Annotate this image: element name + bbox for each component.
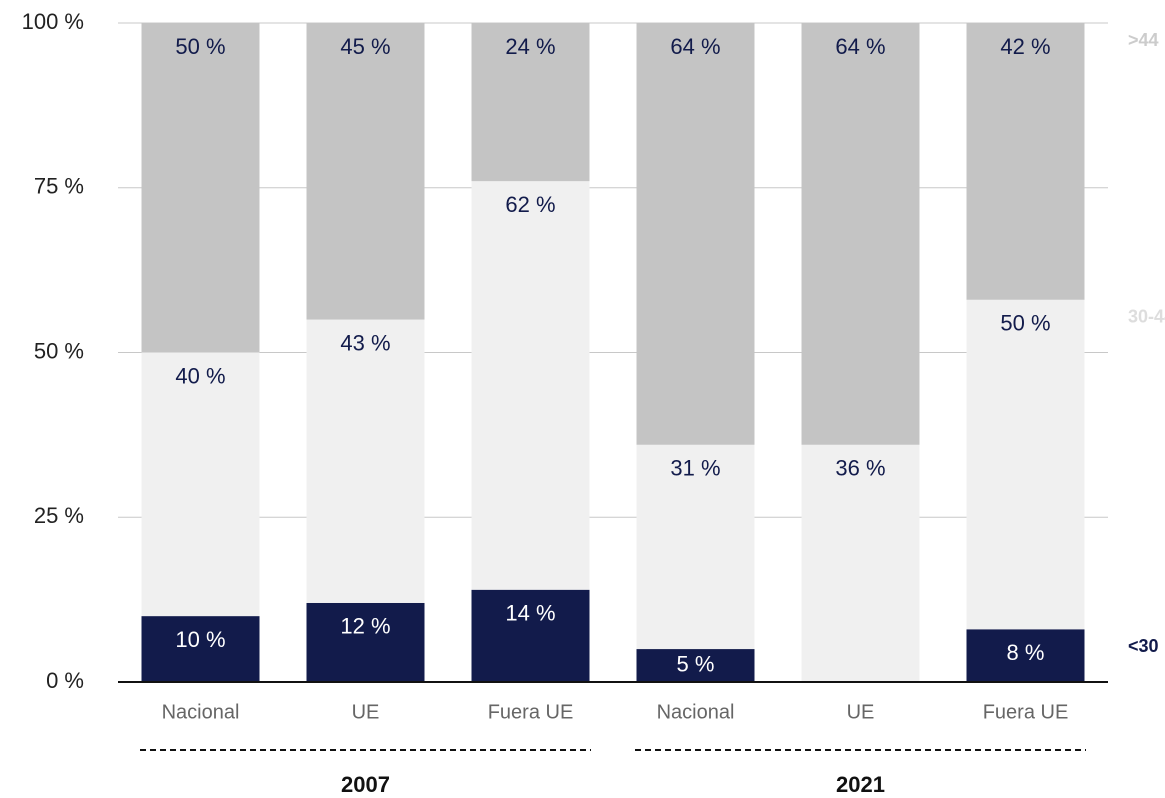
bar-segment bbox=[306, 602, 425, 682]
value-label: 12 % bbox=[340, 614, 390, 639]
bar-segment bbox=[306, 23, 425, 320]
bar-segment bbox=[471, 589, 590, 682]
bar-segment bbox=[966, 23, 1085, 300]
value-label: 36 % bbox=[835, 456, 885, 481]
bar-segment bbox=[966, 299, 1085, 630]
x-tick-label: UE bbox=[352, 701, 380, 723]
value-label: 14 % bbox=[505, 601, 555, 626]
y-tick-label: 100 % bbox=[22, 9, 84, 34]
value-label: 43 % bbox=[340, 330, 390, 355]
bar-segment bbox=[471, 181, 590, 590]
value-label: 50 % bbox=[175, 34, 225, 59]
bar-segment bbox=[141, 616, 260, 682]
x-tick-label: Fuera UE bbox=[488, 701, 574, 723]
value-label: 62 % bbox=[505, 192, 555, 217]
group-label: 2021 bbox=[836, 772, 885, 797]
group-label: 2007 bbox=[341, 772, 390, 797]
x-tick-label: UE bbox=[847, 701, 875, 723]
legend-label: >44 bbox=[1128, 30, 1159, 50]
bar-segment bbox=[801, 23, 920, 445]
bar-segment bbox=[966, 629, 1085, 682]
legend-label: <30 bbox=[1128, 636, 1159, 656]
bar-segment bbox=[636, 649, 755, 682]
value-label: 50 % bbox=[1000, 311, 1050, 336]
bar-segment bbox=[636, 23, 755, 445]
value-label: 42 % bbox=[1000, 34, 1050, 59]
bar-segment bbox=[306, 319, 425, 603]
bar-segment bbox=[141, 23, 260, 353]
legend-label: 30-44 bbox=[1128, 307, 1165, 327]
y-tick-label: 0 % bbox=[46, 668, 84, 693]
value-label: 45 % bbox=[340, 34, 390, 59]
bar-segment bbox=[636, 444, 755, 650]
bar-segment bbox=[471, 23, 590, 182]
value-label: 24 % bbox=[505, 34, 555, 59]
value-label: 31 % bbox=[670, 456, 720, 481]
value-label: 10 % bbox=[175, 627, 225, 652]
x-tick-label: Fuera UE bbox=[983, 701, 1069, 723]
x-tick-label: Nacional bbox=[162, 701, 240, 723]
value-label: 64 % bbox=[835, 34, 885, 59]
y-tick-label: 75 % bbox=[34, 174, 84, 199]
value-label: 5 % bbox=[677, 651, 715, 676]
bar-segment bbox=[801, 444, 920, 682]
value-label: 40 % bbox=[175, 363, 225, 388]
value-label: 8 % bbox=[1007, 640, 1045, 665]
x-tick-label: Nacional bbox=[657, 701, 735, 723]
y-tick-label: 25 % bbox=[34, 503, 84, 528]
bar-segment bbox=[141, 352, 260, 617]
value-label: 64 % bbox=[670, 34, 720, 59]
y-tick-label: 50 % bbox=[34, 338, 84, 363]
